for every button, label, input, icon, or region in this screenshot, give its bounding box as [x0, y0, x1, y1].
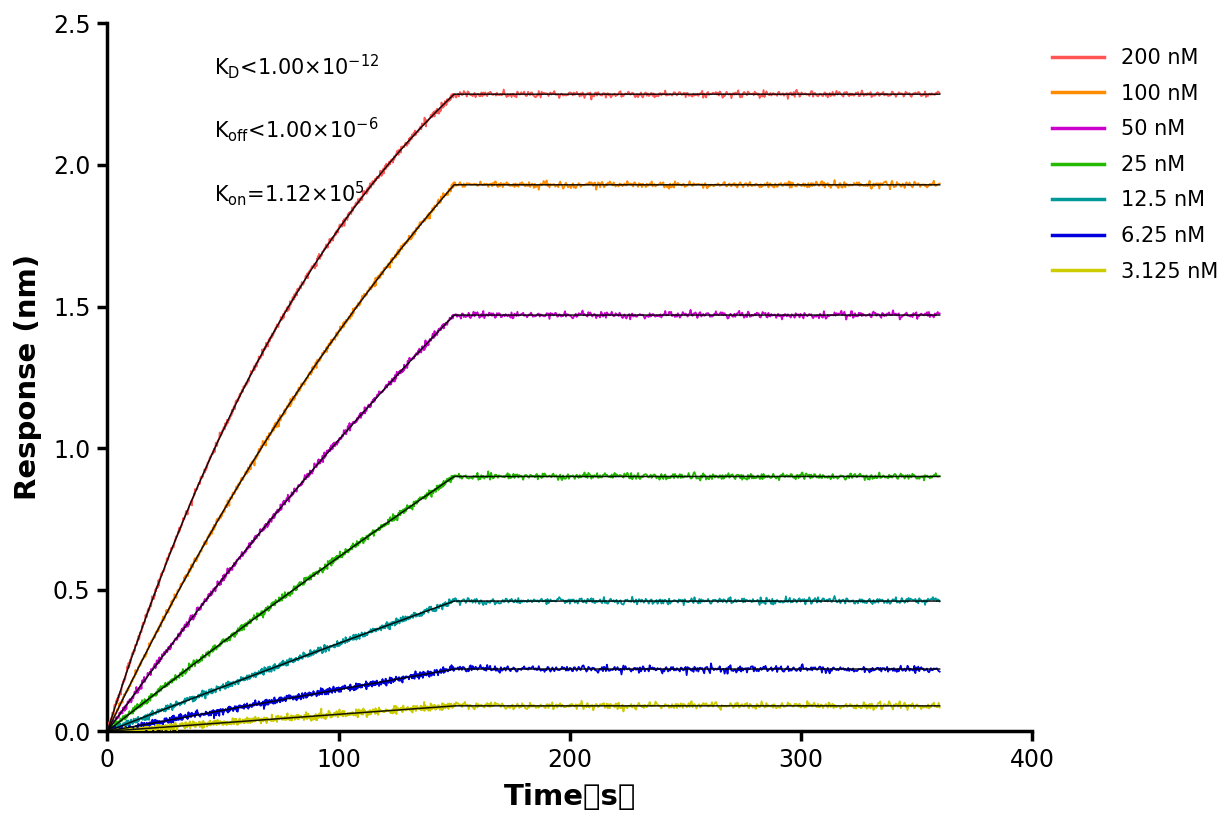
Text: K$_\mathrm{on}$=1.12×10$^{5}$: K$_\mathrm{on}$=1.12×10$^{5}$: [213, 179, 365, 208]
Legend: 200 nM, 100 nM, 50 nM, 25 nM, 12.5 nM, 6.25 nM, 3.125 nM: 200 nM, 100 nM, 50 nM, 25 nM, 12.5 nM, 6…: [1052, 48, 1217, 281]
Text: K$_\mathrm{off}$<1.00×10$^{-6}$: K$_\mathrm{off}$<1.00×10$^{-6}$: [213, 116, 378, 144]
Y-axis label: Response (nm): Response (nm): [14, 254, 42, 501]
X-axis label: Time（s）: Time（s）: [504, 783, 636, 811]
Text: K$_\mathrm{D}$<1.00×10$^{-12}$: K$_\mathrm{D}$<1.00×10$^{-12}$: [213, 52, 379, 81]
